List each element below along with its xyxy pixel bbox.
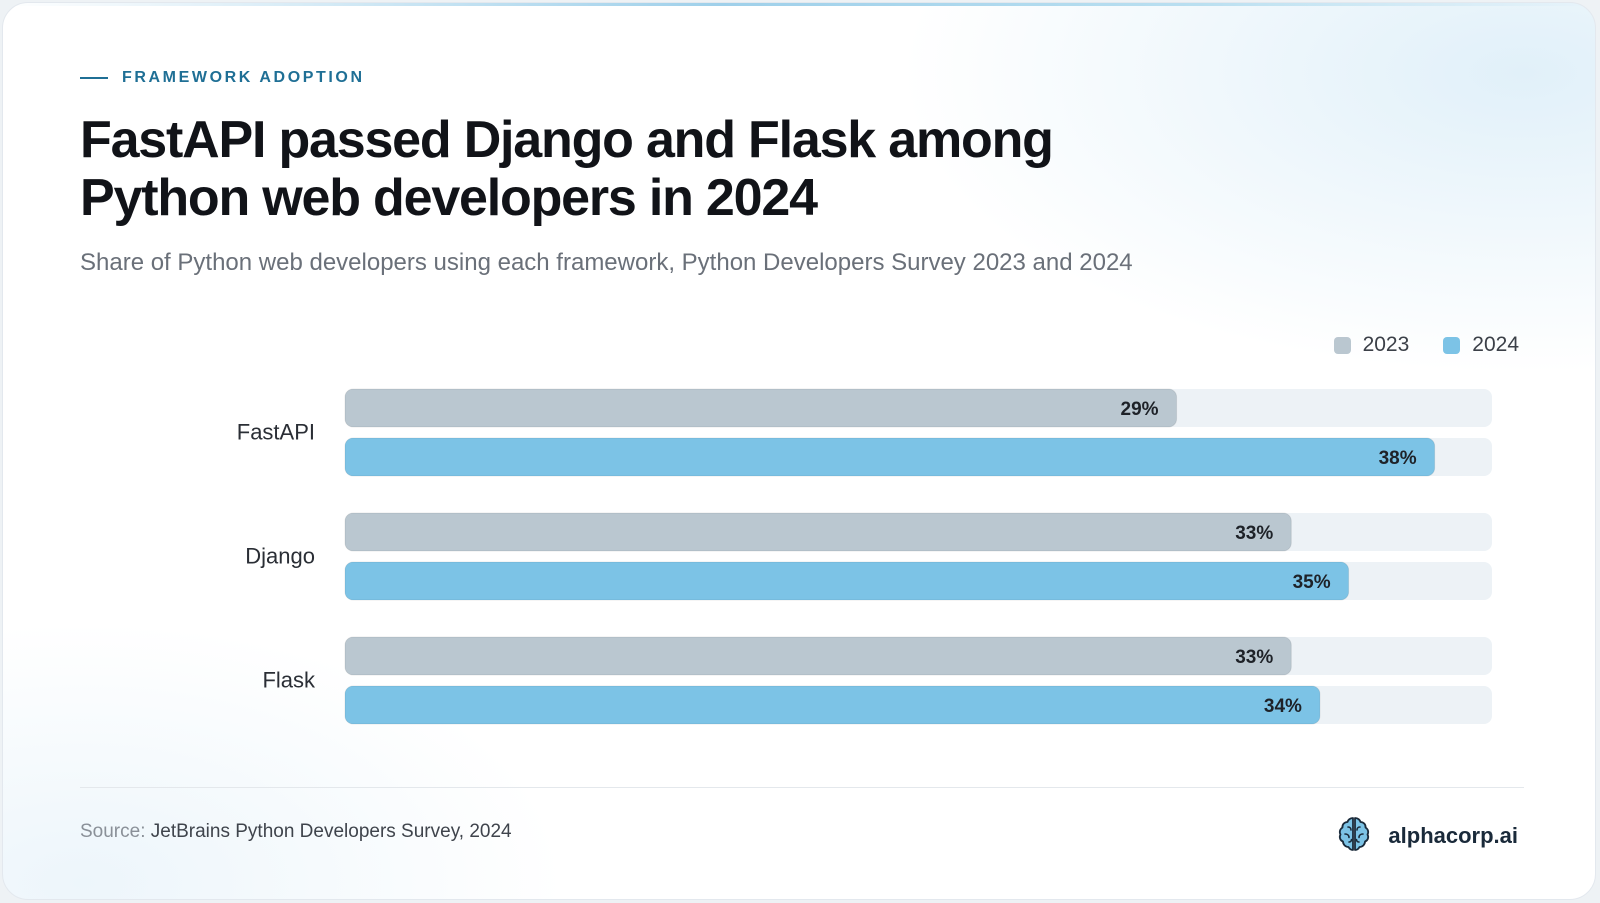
data-label-django-2023: 33%	[1235, 523, 1273, 544]
legend-swatch-2023	[1333, 336, 1351, 354]
bar-group-django: 33% 35% Django	[245, 512, 1492, 601]
bar-fastapi-2024	[344, 437, 1436, 477]
legend-label-2023: 2023	[1362, 333, 1410, 356]
bar-django-2024	[344, 561, 1350, 601]
chart-title-line-2: Python web developers in 2024	[80, 169, 818, 227]
bar-django-2023	[344, 512, 1292, 552]
top-accent-line	[3, 3, 1595, 6]
legend-item-2024: 2024	[1443, 333, 1519, 357]
brand: alphacorp.ai	[1334, 813, 1518, 858]
legend-item-2023: 2023	[1333, 333, 1410, 357]
footer-divider	[80, 787, 1524, 788]
legend-swatch-2024	[1443, 336, 1461, 354]
bar-group-flask: 33% 34% Flask	[262, 636, 1492, 725]
brand-name: alphacorp.ai	[1388, 822, 1518, 848]
bar-group-fastapi: 29% 38% FastAPI	[237, 388, 1492, 477]
category-label-flask: Flask	[262, 668, 316, 693]
category-label-fastapi: FastAPI	[237, 420, 315, 445]
bar-fastapi-2023	[344, 388, 1178, 428]
chart-title-line-1: FastAPI passed Django and Flask among	[80, 111, 1054, 169]
chart-title: FastAPI passed Django and Flask among Py…	[80, 111, 1280, 227]
legend: 2023 2024	[1333, 333, 1519, 357]
bar-flask-2024	[344, 685, 1321, 725]
data-label-flask-2023: 33%	[1235, 647, 1273, 668]
source-label: Source:	[80, 821, 146, 842]
chart-subtitle: Share of Python web developers using eac…	[80, 249, 1133, 276]
brain-icon	[1334, 813, 1374, 858]
bar-chart: 29% 38% FastAPI 33% 35% Django 33% 34% Flask	[237, 388, 1492, 725]
source-note: Source: JetBrains Python Developers Surv…	[80, 821, 512, 843]
data-label-flask-2024: 34%	[1264, 696, 1302, 717]
legend-label-2024: 2024	[1472, 333, 1519, 356]
eyebrow: FRAMEWORK ADOPTION	[80, 69, 365, 87]
data-label-django-2024: 35%	[1293, 572, 1331, 593]
category-label-django: Django	[245, 544, 315, 569]
data-label-fastapi-2024: 38%	[1379, 448, 1417, 469]
eyebrow-dash	[80, 77, 108, 79]
source-value: JetBrains Python Developers Survey, 2024	[150, 821, 512, 842]
data-label-fastapi-2023: 29%	[1121, 399, 1159, 420]
eyebrow-text: FRAMEWORK ADOPTION	[122, 69, 365, 86]
bar-flask-2023	[344, 636, 1292, 676]
